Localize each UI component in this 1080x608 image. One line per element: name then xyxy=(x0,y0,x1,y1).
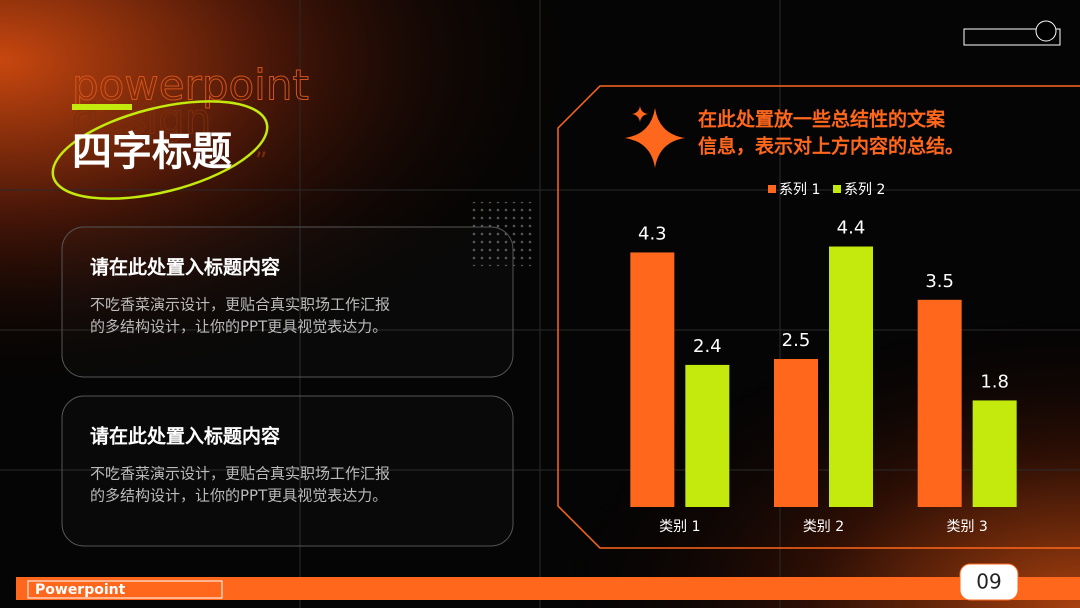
top-badge xyxy=(963,28,1061,46)
data-label: 2.4 xyxy=(693,336,722,357)
bar xyxy=(917,299,962,507)
card-body: 的多结构设计，让你的PPT更具视觉表达力。 xyxy=(90,487,387,505)
bar xyxy=(972,400,1017,507)
page-number: 09 xyxy=(976,570,1001,594)
data-label: 4.3 xyxy=(638,223,667,244)
legend-label: 系列 2 xyxy=(844,182,885,198)
quote-mark: ” xyxy=(255,147,267,175)
footer-band xyxy=(16,577,1080,600)
title-ring xyxy=(51,100,269,200)
bar xyxy=(829,246,873,507)
bar xyxy=(630,252,675,507)
footer-box xyxy=(27,580,223,599)
data-label: 1.8 xyxy=(980,371,1009,392)
footer-brand: Powerpoint xyxy=(35,582,126,598)
chart-frame xyxy=(557,85,1080,549)
title: 四字标题 xyxy=(72,129,232,175)
data-label: 3.5 xyxy=(925,271,954,292)
card xyxy=(61,226,514,378)
summary: 在此处置放一些总结性的文案 xyxy=(698,108,946,131)
x-tick-label: 类别 3 xyxy=(946,519,987,535)
legend-swatch xyxy=(833,185,841,193)
card-body: 不吃香菜演示设计，更贴合真实职场工作汇报 xyxy=(90,465,390,483)
card-body: 不吃香菜演示设计，更贴合真实职场工作汇报 xyxy=(90,296,390,314)
bar xyxy=(685,364,730,507)
data-label: 4.4 xyxy=(837,218,866,239)
chart: 系列 1 系列 2 类别 1 4.3 2.4 类别 2 2.5 4.4 类别 3 3.5 1.8 xyxy=(630,182,1017,535)
accent-bar xyxy=(72,104,132,110)
card-body: 的多结构设计，让你的PPT更具视觉表达力。 xyxy=(90,318,387,336)
data-label: 2.5 xyxy=(782,330,811,351)
star xyxy=(632,106,648,122)
globe-icon xyxy=(1035,20,1057,42)
bar xyxy=(774,359,818,507)
summary: 信息，表示对上方内容的总结。 xyxy=(698,135,964,158)
legend-label: 系列 1 xyxy=(779,182,820,198)
dot-grid xyxy=(470,202,534,266)
x-tick-label: 类别 2 xyxy=(803,519,844,535)
x-tick-label: 类别 1 xyxy=(659,519,700,535)
legend-swatch xyxy=(768,185,776,193)
card-heading: 请在此处置入标题内容 xyxy=(90,256,280,279)
star xyxy=(625,108,685,168)
card xyxy=(61,395,514,547)
card-heading: 请在此处置入标题内容 xyxy=(90,425,280,448)
page-box xyxy=(959,563,1019,601)
